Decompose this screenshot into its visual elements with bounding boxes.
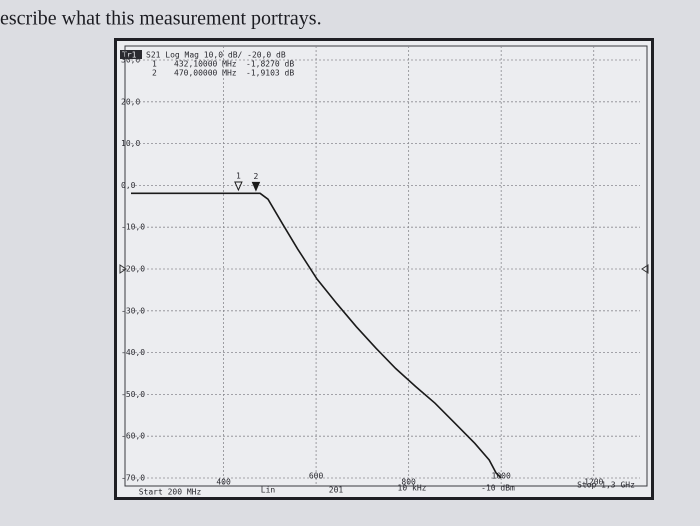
x-tick-label: 800 [401, 478, 416, 487]
trace-label: Tr1 [122, 51, 137, 60]
marker-label: 1 [236, 172, 241, 181]
y-tick-label: 10,0 [121, 139, 140, 148]
y-tick-label: 30,0 [121, 56, 140, 65]
y-tick-label: -60,0 [121, 432, 145, 441]
caption: escribe what this measurement portrays. [0, 8, 322, 30]
x-tick-label: 1000 [492, 472, 511, 481]
ref-arrow [641, 264, 649, 274]
x-tick-label: 600 [309, 472, 324, 481]
y-tick-label: -70,0 [121, 474, 145, 483]
readout-marker: 1 [152, 60, 157, 69]
y-tick-label: 0,0 [121, 181, 136, 190]
readout-value: -1,9103 dB [246, 69, 294, 78]
marker-label: 2 [254, 172, 259, 181]
y-tick-label: -30,0 [121, 306, 145, 315]
readout-freq: 432,10000 MHz [174, 60, 237, 69]
y-tick-label: -10,0 [121, 223, 145, 232]
footer-label: 201 [329, 486, 344, 495]
footer-label: -10 dBm [481, 484, 515, 493]
y-tick-label: -40,0 [121, 348, 145, 357]
y-tick-label: -20,0 [121, 265, 145, 274]
trace-box [120, 50, 142, 59]
y-tick-label: -50,0 [121, 390, 145, 399]
y-tick-label: 20,0 [121, 97, 140, 106]
footer-label: Lin [261, 486, 276, 495]
trace [131, 192, 502, 479]
readout-marker: 2 [152, 69, 157, 78]
x-tick-label: 1200 [584, 478, 603, 487]
x-tick-label: 400 [216, 478, 231, 487]
footer-label: Start 200 MHz [139, 488, 202, 497]
marker [234, 181, 243, 192]
footer-label: 10 kHz [398, 484, 427, 493]
readout-value: -1,8270 dB [246, 60, 294, 69]
ref-arrow [119, 264, 127, 274]
marker [251, 181, 261, 192]
footer-label: Stop 1,3 GHz [577, 481, 635, 490]
readout-freq: 470,00000 MHz [174, 69, 237, 78]
header: S21 Log Mag 10,0 dB/ -20,0 dB [146, 51, 286, 60]
